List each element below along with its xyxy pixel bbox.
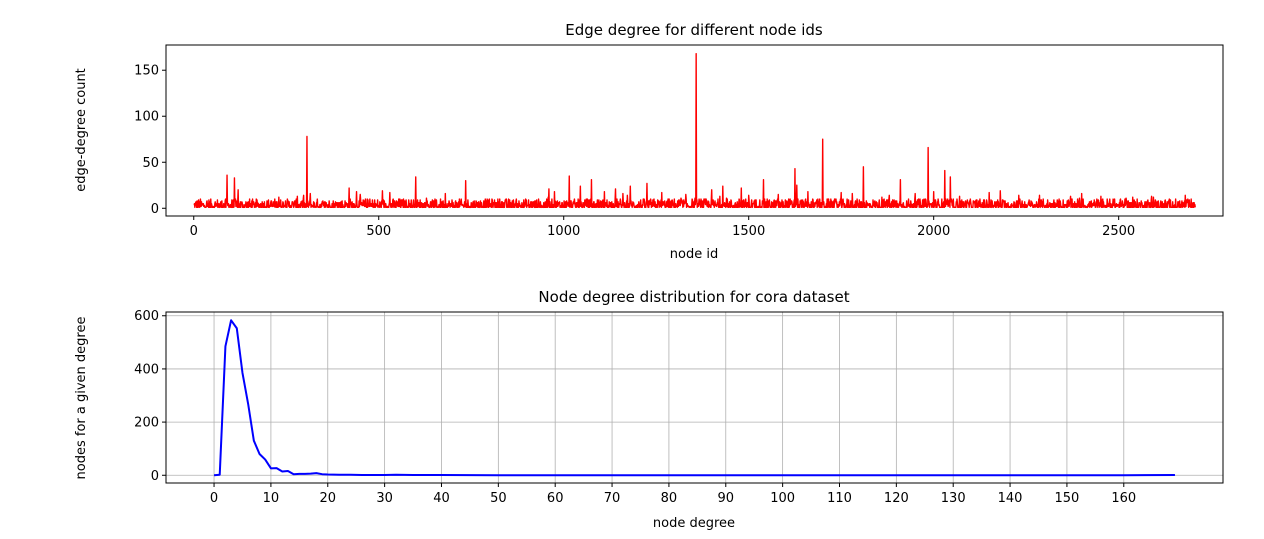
x-tick-label: 70 xyxy=(604,491,621,506)
x-axis-label: node degree xyxy=(653,516,735,531)
x-tick-label: 140 xyxy=(998,491,1023,506)
x-tick-label: 500 xyxy=(366,224,391,239)
y-tick-label: 600 xyxy=(134,309,159,324)
x-tick-label: 120 xyxy=(884,491,909,506)
x-tick-label: 80 xyxy=(661,491,678,506)
x-tick-label: 100 xyxy=(770,491,795,506)
x-tick-label: 110 xyxy=(827,491,852,506)
chart-title: Edge degree for different node ids xyxy=(565,21,823,39)
x-tick-label: 1500 xyxy=(732,224,765,239)
chart-title: Node degree distribution for cora datase… xyxy=(538,288,849,306)
x-tick-label: 130 xyxy=(941,491,966,506)
y-tick-label: 0 xyxy=(151,469,159,484)
y-tick-label: 150 xyxy=(134,64,159,79)
degree-distribution-series-line xyxy=(213,319,1175,477)
y-axis-label: edge-degree count xyxy=(74,68,89,192)
x-tick-label: 20 xyxy=(319,491,336,506)
x-tick-label: 40 xyxy=(433,491,450,506)
x-tick-label: 2500 xyxy=(1102,224,1135,239)
edge-degree-chart: Edge degree for different node ids 0 500 1… xyxy=(74,21,1224,262)
x-tick-label: 50 xyxy=(490,491,507,506)
y-tick-label: 200 xyxy=(134,416,159,431)
x-tick-label: 30 xyxy=(376,491,393,506)
x-axis-label: node id xyxy=(670,247,718,262)
x-tick-label: 150 xyxy=(1055,491,1080,506)
y-tick-label: 50 xyxy=(142,156,159,171)
x-tick-label: 0 xyxy=(210,491,218,506)
x-tick-label: 1000 xyxy=(547,224,580,239)
y-tick-label: 400 xyxy=(134,362,159,377)
tick-group: 0 500 1000 1500 2000 2500 0 50 100 150 xyxy=(134,64,1135,239)
x-tick-label: 60 xyxy=(547,491,564,506)
degree-distribution-chart: Node degree distribution for cora datase… xyxy=(74,288,1224,531)
y-axis-label: nodes for a given degree xyxy=(74,317,89,480)
x-tick-label: 0 xyxy=(190,224,198,239)
y-tick-label: 100 xyxy=(134,110,159,125)
edge-degree-series-line xyxy=(193,52,1196,209)
x-tick-label: 10 xyxy=(263,491,280,506)
tick-group: 0 10 20 30 40 50 60 70 80 90 100 110 120 130 140 150 160… xyxy=(134,309,1136,506)
x-tick-label: 2000 xyxy=(917,224,950,239)
plot-frame xyxy=(165,44,1224,217)
x-tick-label: 160 xyxy=(1111,491,1136,506)
x-tick-label: 90 xyxy=(717,491,734,506)
y-tick-label: 0 xyxy=(151,202,159,217)
plot-frame xyxy=(165,311,1224,484)
